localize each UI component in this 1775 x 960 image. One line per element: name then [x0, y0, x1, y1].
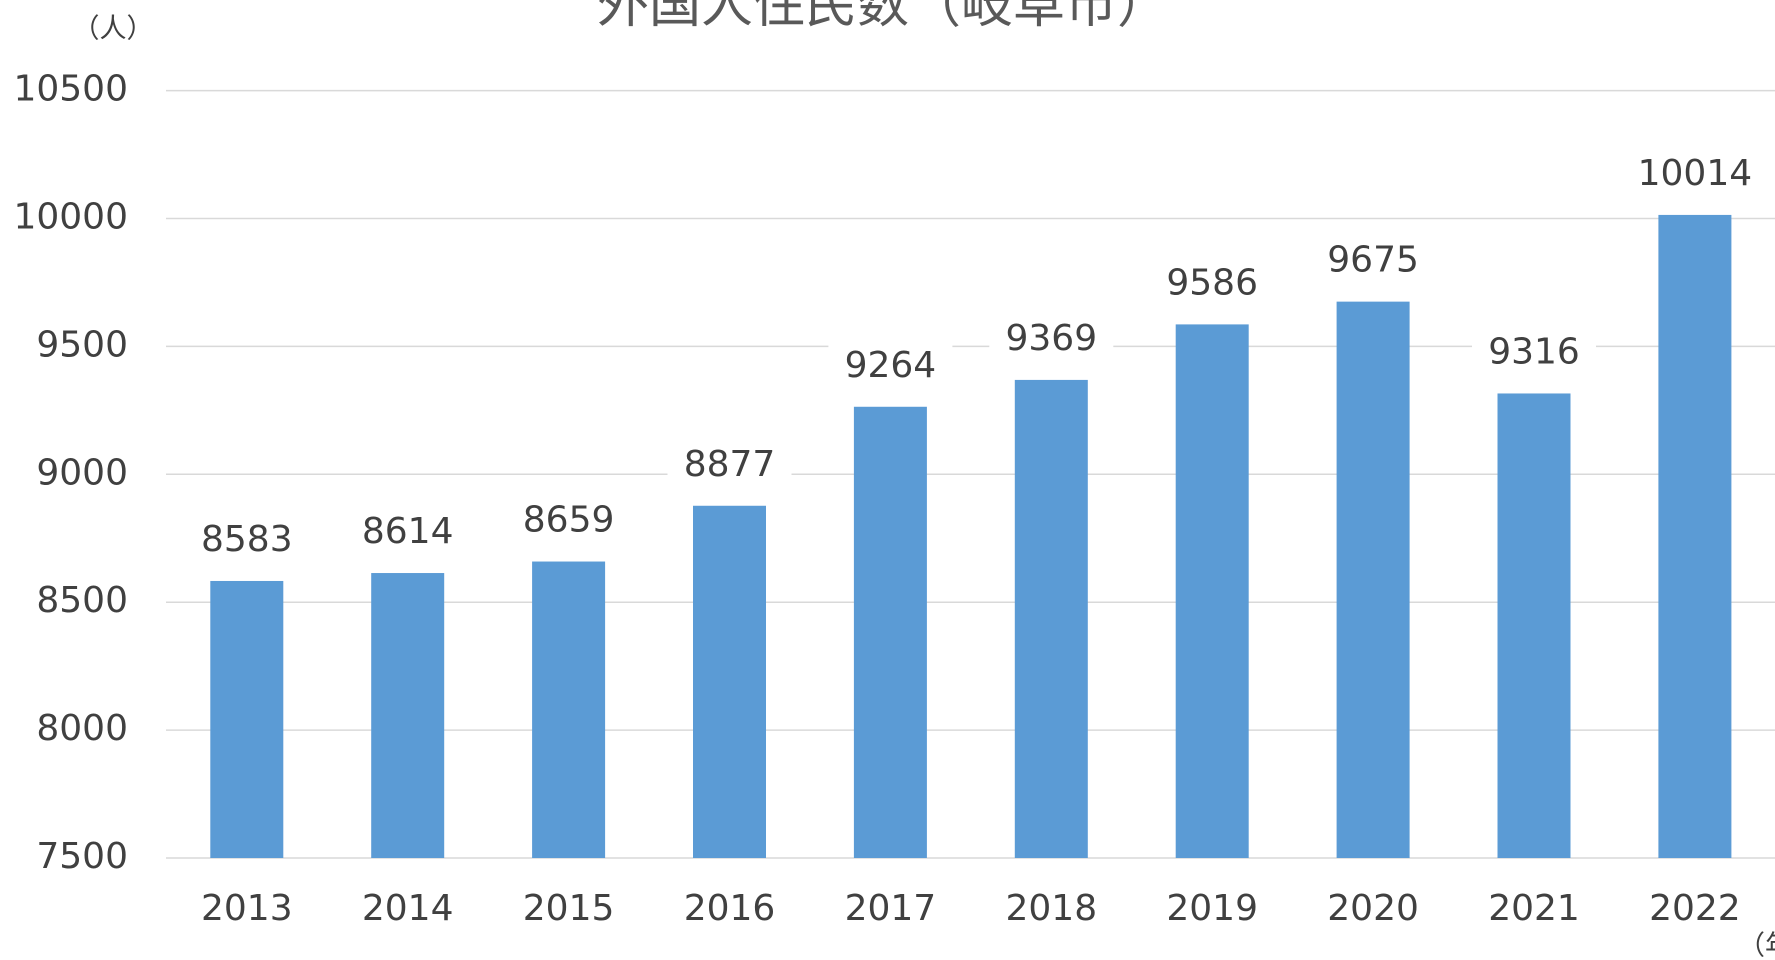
bar: [532, 561, 606, 858]
data-label: 8659: [523, 500, 615, 541]
data-label: 8614: [362, 511, 454, 552]
y-axis-unit: （人）: [73, 14, 154, 45]
data-label: 9675: [1327, 240, 1419, 281]
bar: [1175, 324, 1249, 858]
y-tick-label: 7500: [36, 836, 128, 877]
y-tick-label: 9500: [36, 324, 128, 365]
x-tick-label: 2022: [1649, 888, 1741, 929]
data-label-bg: [1632, 152, 1757, 197]
y-tick-label: 9000: [36, 452, 128, 493]
x-tick-label: 2015: [523, 888, 615, 929]
data-label-bg: [345, 511, 470, 556]
bar: [1658, 214, 1732, 858]
data-label-bg: [828, 344, 953, 389]
data-label: 9316: [1488, 331, 1580, 372]
y-tick-label: 10000: [13, 197, 128, 238]
x-tick-label: 2013: [201, 888, 293, 929]
data-label: 8583: [201, 519, 293, 560]
x-tick-label: 2021: [1488, 888, 1580, 929]
x-tick-label: 2020: [1327, 888, 1419, 929]
bar: [693, 505, 766, 858]
data-label-bg: [1311, 239, 1436, 284]
data-label-bg: [506, 499, 631, 544]
bar: [1336, 301, 1410, 858]
x-tick-label: 2014: [362, 888, 454, 929]
bar: [371, 573, 445, 858]
data-label-bg: [667, 443, 792, 488]
data-label-bg: [1150, 262, 1275, 307]
y-tick-label: 8000: [36, 708, 128, 749]
bar: [1497, 393, 1571, 858]
bar: [853, 406, 927, 858]
bar: [1014, 379, 1088, 858]
chart-title: 外国人住民数（岐阜市）: [597, 0, 1169, 35]
y-tick-label: 8500: [36, 580, 128, 621]
data-label-bg: [989, 317, 1114, 362]
data-label-bg: [1472, 331, 1596, 376]
data-label: 9369: [1005, 318, 1097, 359]
data-label: 8877: [684, 444, 776, 485]
x-tick-label: 2016: [684, 888, 776, 929]
x-axis-unit: （年）: [1738, 931, 1775, 960]
data-label: 9586: [1166, 262, 1258, 303]
x-tick-label: 2019: [1166, 888, 1258, 929]
x-tick-label: 2017: [845, 888, 937, 929]
x-tick-label: 2018: [1005, 888, 1097, 929]
data-label: 9264: [845, 345, 937, 386]
y-tick-label: 10500: [13, 69, 128, 110]
bar: [210, 580, 284, 858]
data-label: 10014: [1638, 153, 1753, 194]
data-label-bg: [184, 518, 309, 563]
